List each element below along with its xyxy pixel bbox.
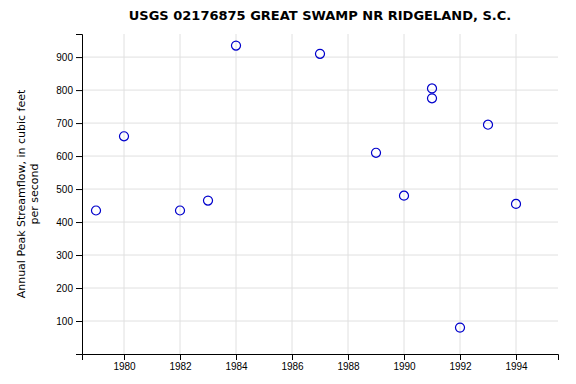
point bbox=[91, 206, 100, 215]
y-axis: 100 200 300 400 500 600 700 800 900 bbox=[56, 35, 82, 355]
tick-label: 1982 bbox=[169, 361, 192, 372]
point bbox=[427, 94, 436, 103]
tick-mark bbox=[76, 222, 82, 223]
grid-line-x bbox=[180, 34, 181, 354]
tick: 400 bbox=[56, 217, 82, 228]
tick-label: 1984 bbox=[225, 361, 248, 372]
point bbox=[315, 49, 324, 58]
tick: 900 bbox=[56, 52, 82, 63]
grid-line-x bbox=[236, 34, 237, 354]
tick: 300 bbox=[56, 250, 82, 261]
tick: 1982 bbox=[169, 354, 192, 372]
point bbox=[203, 196, 212, 205]
tick: 600 bbox=[56, 151, 82, 162]
tick-label: 1992 bbox=[449, 361, 472, 372]
point bbox=[455, 323, 464, 332]
tick-mark bbox=[348, 354, 349, 360]
y-axis-label: Annual Peak Streamflow, in cubic feetper… bbox=[15, 89, 41, 298]
grid-line-x bbox=[292, 34, 293, 354]
tick-label: 500 bbox=[56, 184, 73, 195]
axis-line bbox=[83, 355, 559, 361]
grid-line-x bbox=[516, 34, 517, 354]
grid-line-x bbox=[348, 34, 349, 354]
grid-line-y bbox=[82, 90, 558, 91]
tick: 700 bbox=[56, 118, 82, 129]
title: USGS 02176875 GREAT SWAMP NR RIDGELAND, … bbox=[129, 8, 511, 23]
tick-label: 700 bbox=[56, 118, 73, 129]
tick-mark bbox=[76, 255, 82, 256]
tick-label: 300 bbox=[56, 250, 73, 261]
chart: 1980 1982 1984 1986 1988 1990 1992 1994 100 200 30… bbox=[0, 0, 576, 384]
tick: 1994 bbox=[505, 354, 528, 372]
tick: 1984 bbox=[225, 354, 248, 372]
grid-line-y bbox=[82, 288, 558, 289]
tick-mark bbox=[76, 123, 82, 124]
tick: 1992 bbox=[449, 354, 472, 372]
tick: 200 bbox=[56, 283, 82, 294]
tick: 500 bbox=[56, 184, 82, 195]
grid-line-y bbox=[82, 321, 558, 322]
tick-mark bbox=[404, 354, 405, 360]
tick-mark bbox=[516, 354, 517, 360]
tick-mark bbox=[124, 354, 125, 360]
point bbox=[483, 120, 492, 129]
tick: 1990 bbox=[393, 354, 416, 372]
point bbox=[399, 191, 408, 200]
tick-mark bbox=[292, 354, 293, 360]
tick-label: 1988 bbox=[337, 361, 360, 372]
grid-line-x bbox=[124, 34, 125, 354]
tick-mark bbox=[180, 354, 181, 360]
plot: 1980 1982 1984 1986 1988 1990 1992 1994 100 200 30… bbox=[15, 34, 559, 372]
tick-mark bbox=[76, 90, 82, 91]
tick-mark bbox=[76, 189, 82, 190]
tick: 800 bbox=[56, 85, 82, 96]
tick-label: 1994 bbox=[505, 361, 528, 372]
tick-label: 1986 bbox=[281, 361, 304, 372]
tick-mark bbox=[460, 354, 461, 360]
tick-mark bbox=[236, 354, 237, 360]
tick: 1980 bbox=[113, 354, 136, 372]
tick-label: 800 bbox=[56, 85, 73, 96]
grid-line-y bbox=[82, 123, 558, 124]
x-axis: 1980 1982 1984 1986 1988 1990 1992 1994 bbox=[83, 354, 559, 372]
grid-line-y bbox=[82, 189, 558, 190]
point bbox=[427, 84, 436, 93]
tick-label: 900 bbox=[56, 52, 73, 63]
grid-line-y bbox=[82, 255, 558, 256]
point bbox=[119, 132, 128, 141]
point bbox=[371, 148, 380, 157]
tick-mark bbox=[76, 57, 82, 58]
tick-label: 200 bbox=[56, 283, 73, 294]
points bbox=[91, 41, 520, 332]
tick-label: 1980 bbox=[113, 361, 136, 372]
tick: 1986 bbox=[281, 354, 304, 372]
grid bbox=[82, 34, 558, 354]
tick: 100 bbox=[56, 316, 82, 327]
grid-line-x bbox=[404, 34, 405, 354]
tick-label: 100 bbox=[56, 316, 73, 327]
tick-label: 1990 bbox=[393, 361, 416, 372]
tick: 1988 bbox=[337, 354, 360, 372]
grid-line-y bbox=[82, 222, 558, 223]
point bbox=[231, 41, 240, 50]
grid-line-x bbox=[460, 34, 461, 354]
point bbox=[175, 206, 184, 215]
tick-label: 600 bbox=[56, 151, 73, 162]
axis-line bbox=[76, 35, 83, 355]
grid-line-y bbox=[82, 57, 558, 58]
tick-label: 400 bbox=[56, 217, 73, 228]
point bbox=[511, 199, 520, 208]
tick-mark bbox=[76, 156, 82, 157]
tick-mark bbox=[76, 321, 82, 322]
grid-line-y bbox=[82, 156, 558, 157]
tick-mark bbox=[76, 288, 82, 289]
